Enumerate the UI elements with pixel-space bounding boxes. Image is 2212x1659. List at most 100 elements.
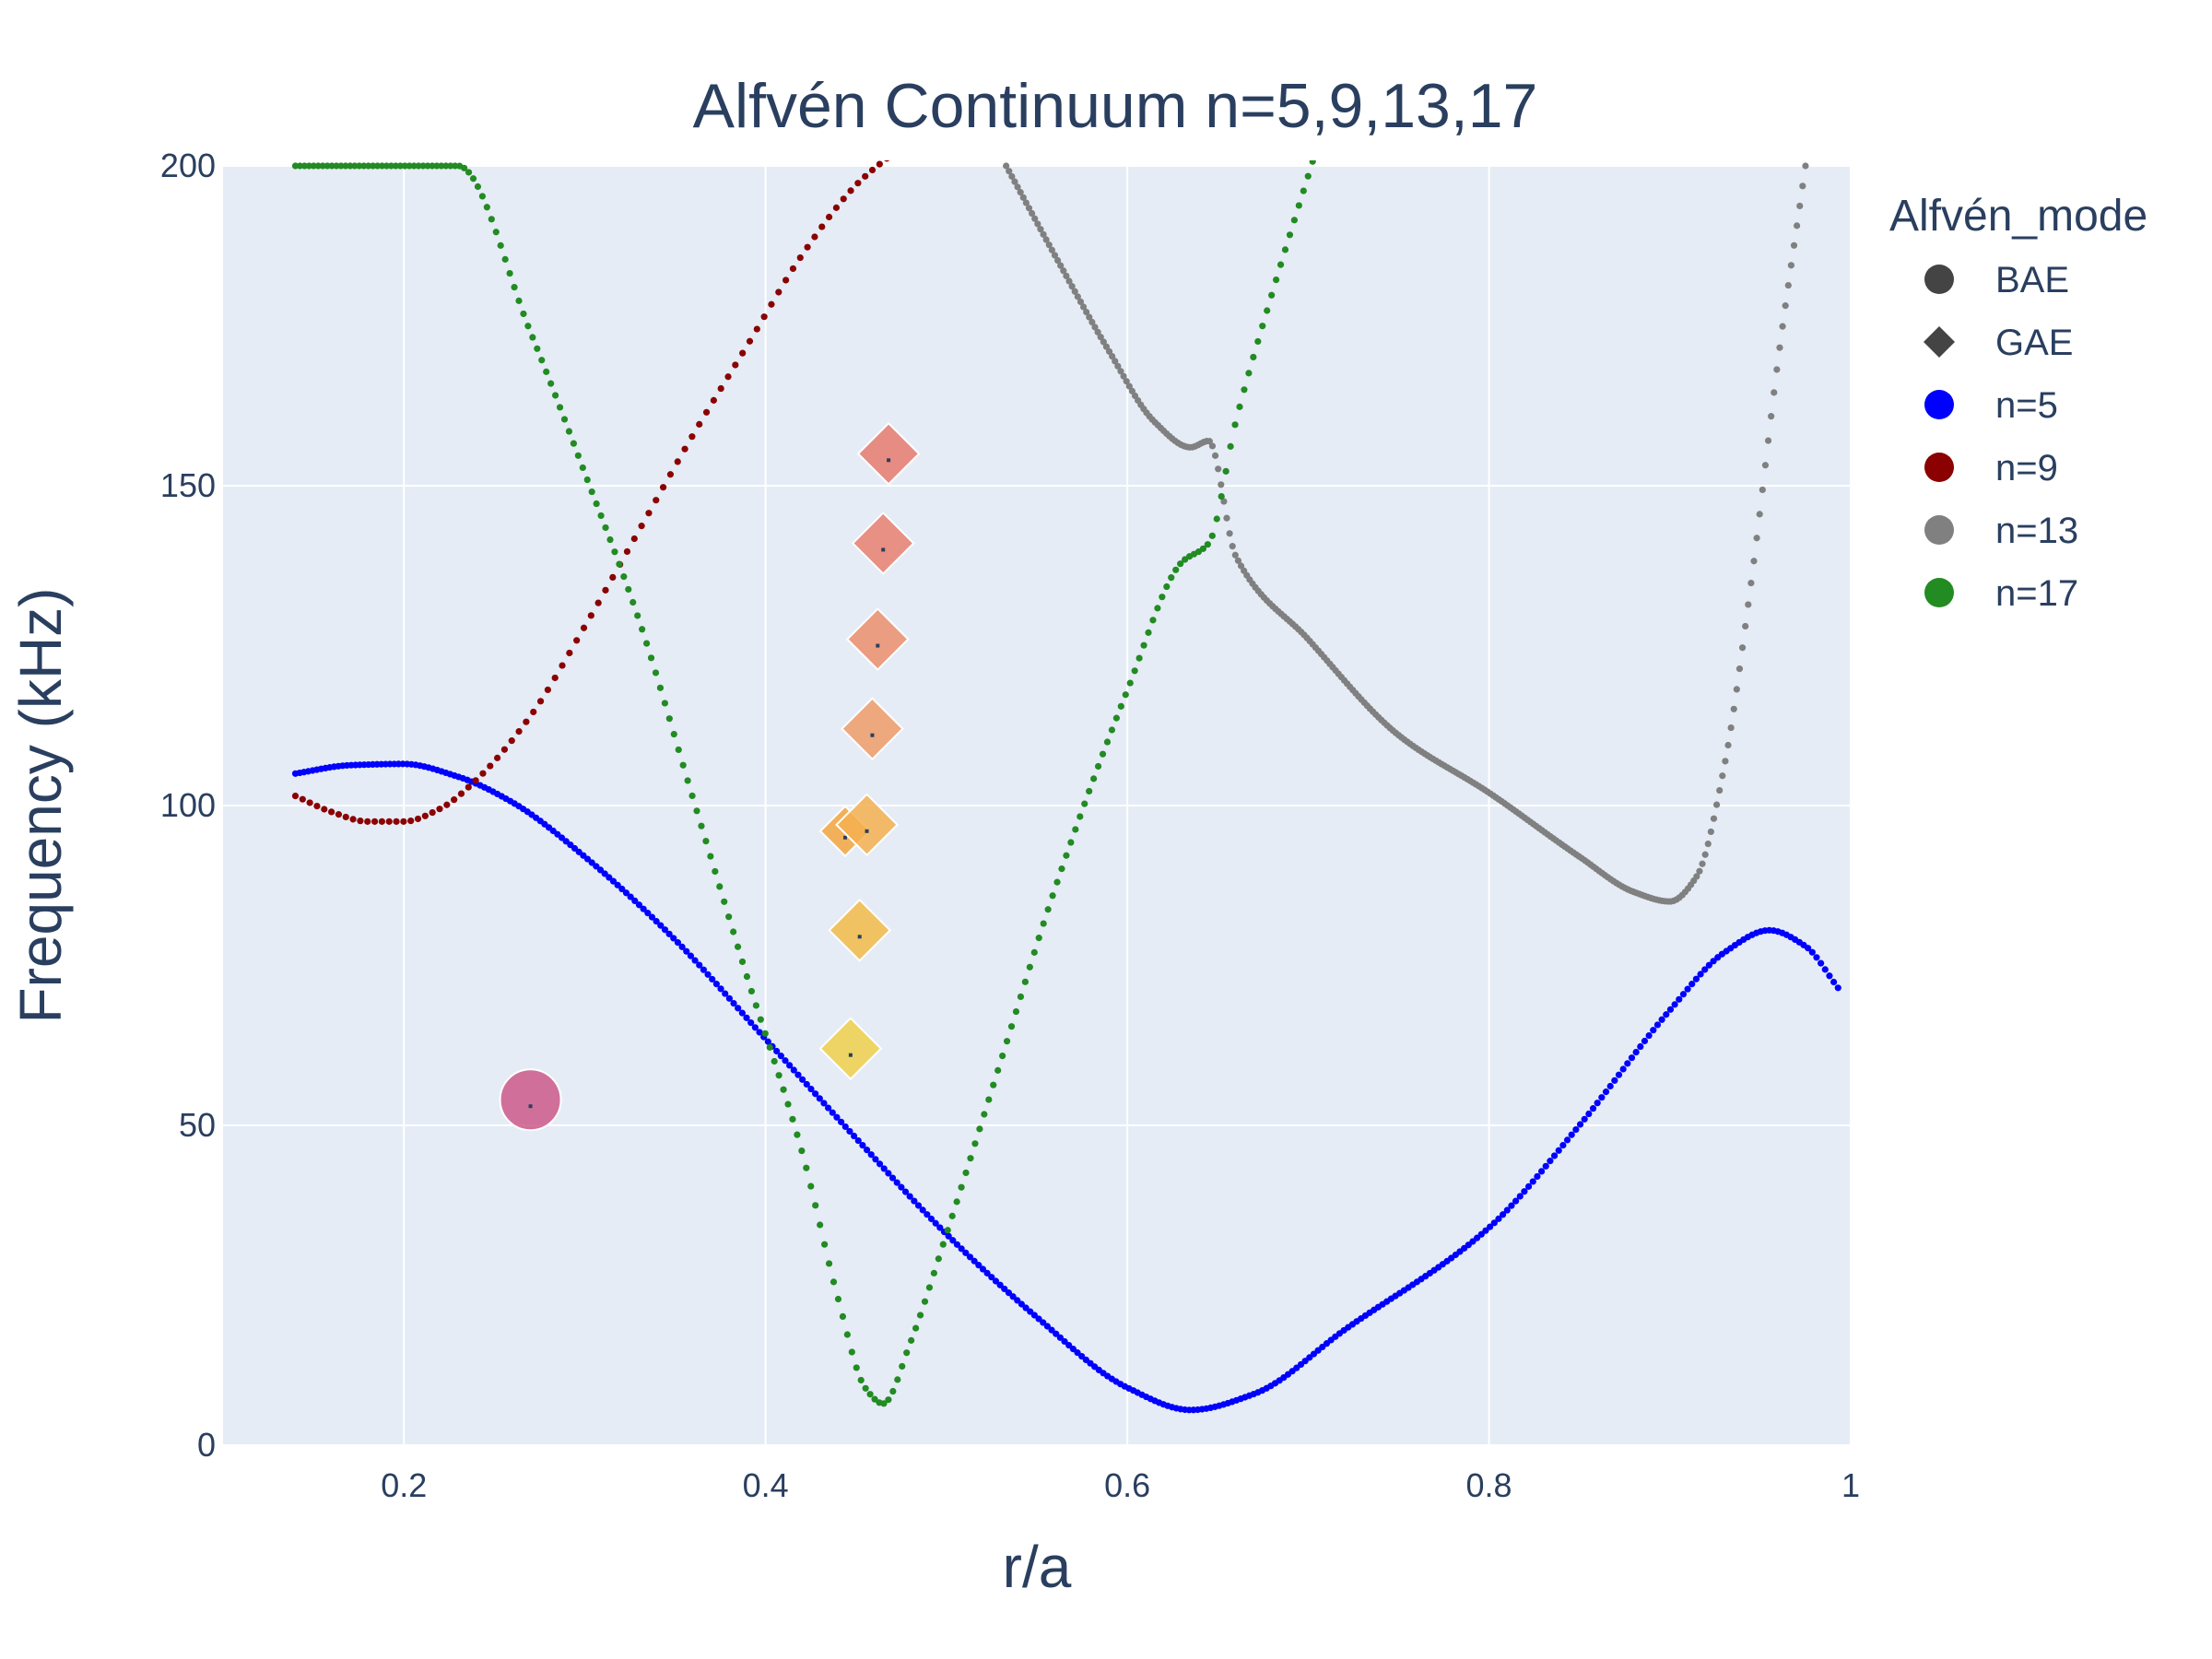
continuum-point — [1231, 421, 1239, 429]
continuum-point — [901, 1188, 910, 1195]
continuum-point — [1701, 851, 1709, 858]
continuum-point — [1067, 839, 1075, 846]
legend-label: n=17 — [1995, 573, 2078, 614]
gae-mode-marker[interactable] — [841, 697, 904, 761]
legend-item[interactable]: n=5 — [1924, 385, 2058, 426]
continuum-point — [652, 669, 660, 677]
legend-label: GAE — [1995, 323, 2073, 363]
continuum-point — [945, 1232, 952, 1240]
continuum-point — [1112, 714, 1120, 722]
continuum-point — [1771, 389, 1778, 396]
continuum-point — [328, 808, 335, 816]
continuum-point — [1628, 1054, 1636, 1062]
continuum-point — [948, 1212, 956, 1219]
bae-mode-marker[interactable] — [499, 1068, 562, 1132]
continuum-point — [988, 1274, 995, 1281]
continuum-point — [1231, 551, 1239, 559]
continuum-point — [688, 433, 696, 441]
continuum-point — [898, 1183, 905, 1191]
continuum-point — [807, 1182, 815, 1190]
continuum-point — [543, 368, 550, 375]
continuum-point — [1747, 579, 1755, 587]
continuum-point — [534, 345, 541, 352]
continuum-point — [1663, 1011, 1670, 1018]
legend-item[interactable]: n=17 — [1924, 573, 2078, 614]
continuum-point — [782, 1057, 789, 1065]
continuum-point — [820, 1100, 828, 1107]
continuum-point — [1145, 629, 1152, 636]
continuum-point — [1103, 738, 1112, 746]
continuum-point — [921, 1298, 929, 1305]
continuum-point — [829, 1109, 836, 1116]
continuum-point — [1065, 1341, 1073, 1349]
continuum-point — [497, 241, 504, 249]
continuum-point — [1808, 948, 1816, 956]
continuum-point — [716, 883, 724, 890]
continuum-point — [551, 674, 559, 682]
continuum-point — [1818, 959, 1825, 967]
continuum-point — [799, 1076, 806, 1083]
legend-circle-symbol — [1924, 515, 1954, 545]
continuum-point — [1679, 991, 1688, 998]
continuum-point — [1790, 241, 1798, 249]
legend-label: n=9 — [1995, 448, 2058, 488]
gae-mode-marker[interactable] — [856, 421, 921, 486]
continuum-point — [609, 877, 618, 885]
continuum-point — [1624, 1060, 1631, 1067]
continuum-point — [1500, 1211, 1507, 1218]
continuum-point — [999, 1052, 1006, 1060]
continuum-point — [342, 162, 349, 170]
continuum-point — [862, 172, 869, 180]
series-n5 — [291, 760, 1841, 1414]
continuum-point — [1521, 1188, 1528, 1195]
continuum-point — [1487, 1223, 1494, 1230]
gae-mode-marker[interactable] — [818, 1017, 883, 1081]
continuum-point — [406, 162, 413, 170]
continuum-point — [1490, 1219, 1498, 1227]
continuum-point — [738, 958, 747, 966]
legend-item[interactable]: GAE — [1924, 323, 2073, 363]
continuum-point — [975, 1262, 982, 1269]
continuum-point — [756, 1029, 763, 1036]
legend-item[interactable]: n=13 — [1924, 511, 2078, 551]
continuum-point — [400, 818, 407, 825]
continuum-point — [825, 213, 833, 221]
continuum-point — [811, 233, 818, 241]
gae-mode-marker[interactable] — [835, 793, 899, 857]
continuum-point — [962, 1249, 970, 1256]
continuum-point — [1108, 726, 1116, 734]
continuum-point — [1589, 1105, 1597, 1112]
continuum-point — [364, 818, 371, 825]
gae-mode-marker[interactable] — [845, 607, 910, 671]
y-tick-label: 150 — [160, 466, 216, 504]
continuum-point — [1031, 215, 1039, 222]
continuum-point — [642, 640, 651, 647]
continuum-point — [953, 1198, 960, 1206]
continuum-point — [597, 512, 605, 520]
continuum-point — [675, 746, 682, 754]
continuum-point — [1615, 1071, 1623, 1078]
gae-mode-marker[interactable] — [851, 512, 915, 575]
continuum-point — [857, 1376, 865, 1384]
continuum-point — [644, 910, 652, 917]
legend-item[interactable]: n=9 — [1924, 448, 2058, 488]
legend-item[interactable]: BAE — [1924, 260, 2069, 300]
continuum-point — [1563, 1136, 1571, 1144]
continuum-point — [588, 488, 595, 496]
continuum-point — [373, 162, 382, 170]
gae-mode-marker[interactable] — [828, 898, 892, 962]
continuum-point — [1550, 1152, 1559, 1159]
continuum-point — [1784, 281, 1792, 289]
continuum-point — [1068, 283, 1076, 290]
continuum-point — [606, 535, 614, 544]
legend-circle-symbol — [1924, 390, 1954, 419]
continuum-point — [1753, 535, 1760, 542]
mode-center-dot — [848, 1053, 853, 1057]
continuum-point — [1123, 378, 1130, 385]
continuum-point — [291, 162, 300, 170]
continuum-point — [1264, 307, 1271, 314]
continuum-point — [1026, 963, 1033, 971]
continuum-point — [1250, 353, 1257, 361]
series-n17 — [291, 160, 1316, 1407]
continuum-point — [1796, 202, 1804, 210]
